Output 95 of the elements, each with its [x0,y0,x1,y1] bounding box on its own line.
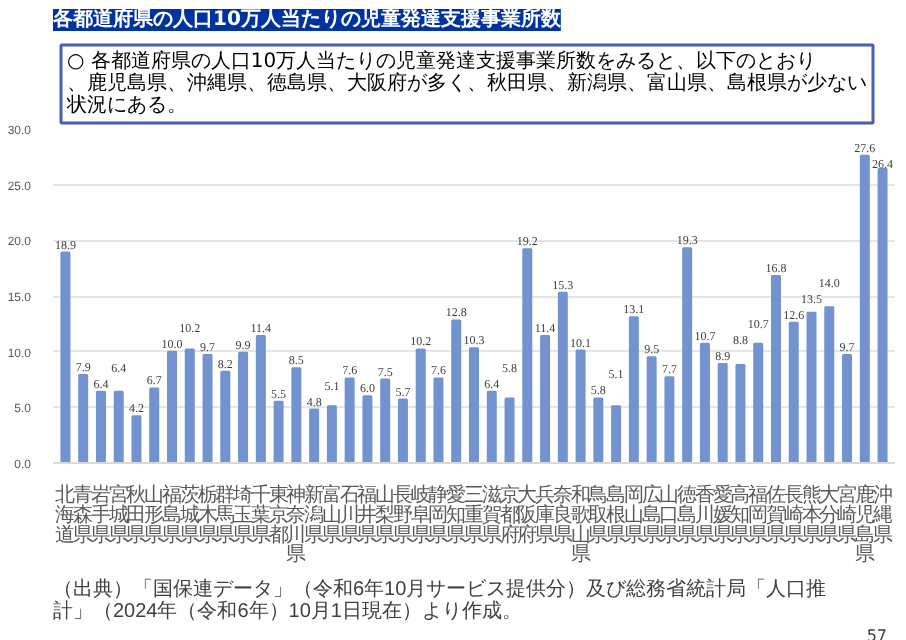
x-tick-label: 愛知県 [446,483,467,547]
x-tick-label: 福島県 [162,483,183,547]
bar [95,390,106,463]
x-tick-label: 香川県 [694,483,715,547]
bar [273,400,284,463]
x-tick-label: 広島県 [641,483,662,547]
x-tick-label: 奈良県 [552,485,573,547]
x-tick-label: 福井県 [357,483,378,547]
x-tick-label: 鳥取県 [586,483,609,547]
x-tick-label: 兵庫県 [535,483,556,547]
bar [788,321,799,463]
x-tick-label: 富山県 [321,483,342,547]
x-tick-label: 大阪府 [517,483,538,547]
x-tick-label: 埼玉県 [231,483,254,547]
bar [717,362,728,463]
bar [451,319,462,463]
x-tick-label: 愛媛県 [712,483,733,547]
bar [593,397,604,463]
chart-subtitle: ○ 各都道府県の人口10万人当たりの児童発達支援事業所数をみると、以下のとおり、鹿児島県、沖縄県、徳島県、大阪府が多く、秋田県、新潟県、富山県、島根県が少ない状況にある。 [65,49,867,117]
x-tick-label: 岐阜県 [410,483,431,547]
bar [344,377,355,463]
x-tick-label: 長崎県 [783,485,804,547]
bar [469,347,479,463]
bar [362,395,373,463]
bar [522,248,533,463]
bar [806,311,817,463]
x-tick-label: 北海道 [55,483,76,547]
bar [824,306,835,463]
bar [255,335,266,463]
bar [291,367,302,463]
x-tick-label: 和歌山県 [570,483,591,567]
x-tick-label: 山口県 [659,483,680,547]
bar [842,354,853,463]
x-tick-label: 秋田県 [126,483,147,547]
chart-title: 各都道府県の人口10万人当たりの児童発達支援事業所数 [51,7,563,31]
bar [628,316,639,463]
bar [167,350,178,463]
bar [202,354,213,463]
x-tick-label: 岡山県 [623,485,644,547]
bar [184,348,195,463]
bar [113,390,124,463]
x-tick-label: 鹿児島県 [854,483,875,567]
bar [220,370,231,463]
x-tick-label: 山梨県 [375,483,396,547]
x-tick-label: 神奈川県 [286,483,307,567]
bar [611,405,622,463]
x-tick-label: 島根県 [606,483,627,547]
bar [504,397,515,463]
bar [557,291,568,463]
bar [735,364,746,463]
bar [326,405,337,463]
x-tick-label: 東京都 [268,483,289,547]
bar [397,398,408,463]
x-tick-label: 京都府 [499,483,520,547]
x-tick-label: 群馬県 [213,483,236,547]
bar [646,356,657,463]
x-tick-label: 宮崎県 [837,483,858,547]
bar [309,408,320,463]
x-tick-label: 千葉県 [250,483,271,547]
x-tick-label: 熊本県 [801,483,822,547]
text: （出典）「国保連データ」（令和6年10月サービス提供分）及び総務省統計局「人口推計」（2024年（令和6年）10月1日現在）より作成。 [53,577,827,623]
bar [540,335,551,463]
bar [575,349,586,463]
bar [380,378,391,463]
bar [486,390,497,463]
x-tick-label: 高知県 [730,483,751,547]
x-tick-label: 栃木県 [197,483,218,547]
x-tick-label: 滋賀県 [481,483,502,547]
bar [682,247,693,463]
x-tick-label: 三重県 [464,485,484,547]
bar [78,374,89,463]
x-tick-label: 大分県 [819,483,840,547]
x-tick-label: 静岡県 [428,483,449,547]
bar [877,168,888,463]
bar [753,342,764,463]
x-tick-label: 岩手県 [90,483,111,547]
x-tick-label: 新潟県 [304,483,325,547]
bar [770,274,781,463]
bar [60,251,71,463]
x-tick-label: 青森県 [73,483,94,547]
x-tick-label: 佐賀県 [765,485,786,547]
x-tick-label: 石川県 [339,485,360,547]
bar [415,348,426,463]
bar [664,376,675,463]
x-tick-label: 長野県 [392,485,413,547]
x-tick-label: 山形県 [144,483,165,547]
bar [433,377,444,463]
bar [699,342,710,463]
x-tick-label: 福岡県 [748,483,769,547]
bar [149,387,160,463]
x-tick-label: 沖縄県 [870,483,893,547]
x-tick-label: 徳島県 [677,485,698,547]
bar [238,351,249,463]
bar [131,415,142,463]
bar [859,154,870,463]
